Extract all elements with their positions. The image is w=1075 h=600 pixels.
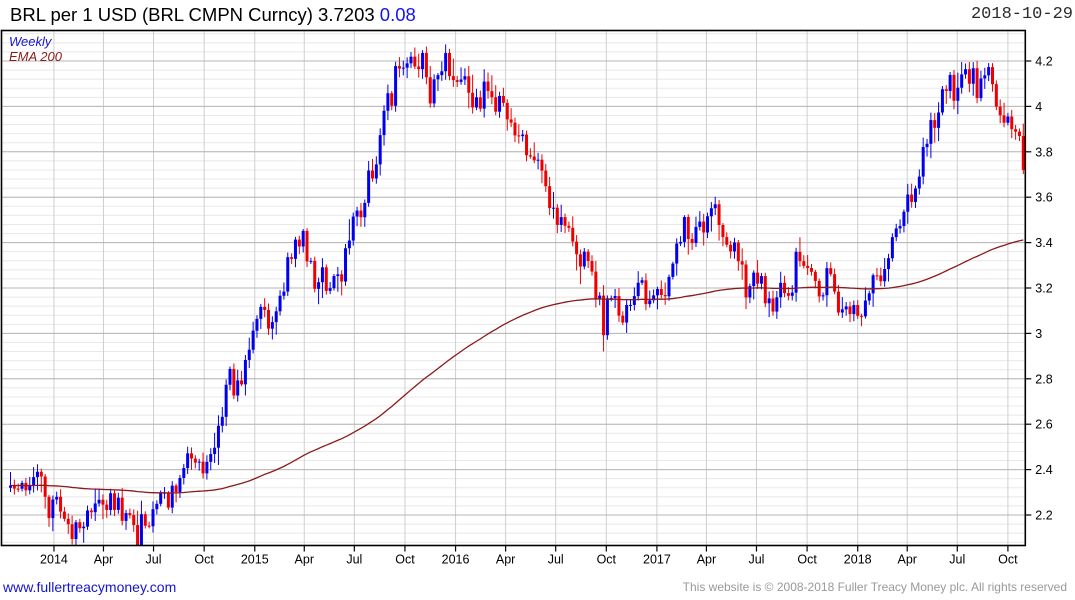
svg-text:2.4: 2.4 — [1035, 463, 1052, 477]
svg-text:Jul: Jul — [949, 553, 965, 567]
svg-text:3.6: 3.6 — [1035, 191, 1052, 205]
svg-text:2015: 2015 — [241, 553, 269, 567]
svg-text:2018: 2018 — [844, 553, 872, 567]
svg-text:2.6: 2.6 — [1035, 418, 1052, 432]
svg-text:Jul: Jul — [748, 553, 764, 567]
svg-text:4: 4 — [1035, 100, 1042, 114]
svg-text:Oct: Oct — [597, 553, 617, 567]
svg-text:Oct: Oct — [998, 553, 1018, 567]
svg-text:3.8: 3.8 — [1035, 145, 1052, 159]
svg-text:Apr: Apr — [496, 553, 515, 567]
svg-text:Apr: Apr — [697, 553, 716, 567]
svg-text:Oct: Oct — [797, 553, 817, 567]
svg-text:4.2: 4.2 — [1035, 55, 1052, 69]
svg-text:3.4: 3.4 — [1035, 236, 1052, 250]
svg-text:2017: 2017 — [643, 553, 671, 567]
svg-text:Oct: Oct — [194, 553, 214, 567]
svg-text:2.8: 2.8 — [1035, 372, 1052, 386]
svg-text:Jul: Jul — [548, 553, 564, 567]
svg-text:3: 3 — [1035, 327, 1042, 341]
svg-text:Apr: Apr — [295, 553, 314, 567]
svg-text:Jul: Jul — [146, 553, 162, 567]
svg-text:2014: 2014 — [40, 553, 68, 567]
svg-text:3.2: 3.2 — [1035, 282, 1052, 296]
svg-text:2.2: 2.2 — [1035, 509, 1052, 523]
svg-text:Apr: Apr — [897, 553, 916, 567]
svg-text:2016: 2016 — [442, 553, 470, 567]
svg-text:Apr: Apr — [94, 553, 113, 567]
svg-text:Jul: Jul — [346, 553, 362, 567]
svg-text:Oct: Oct — [395, 553, 415, 567]
